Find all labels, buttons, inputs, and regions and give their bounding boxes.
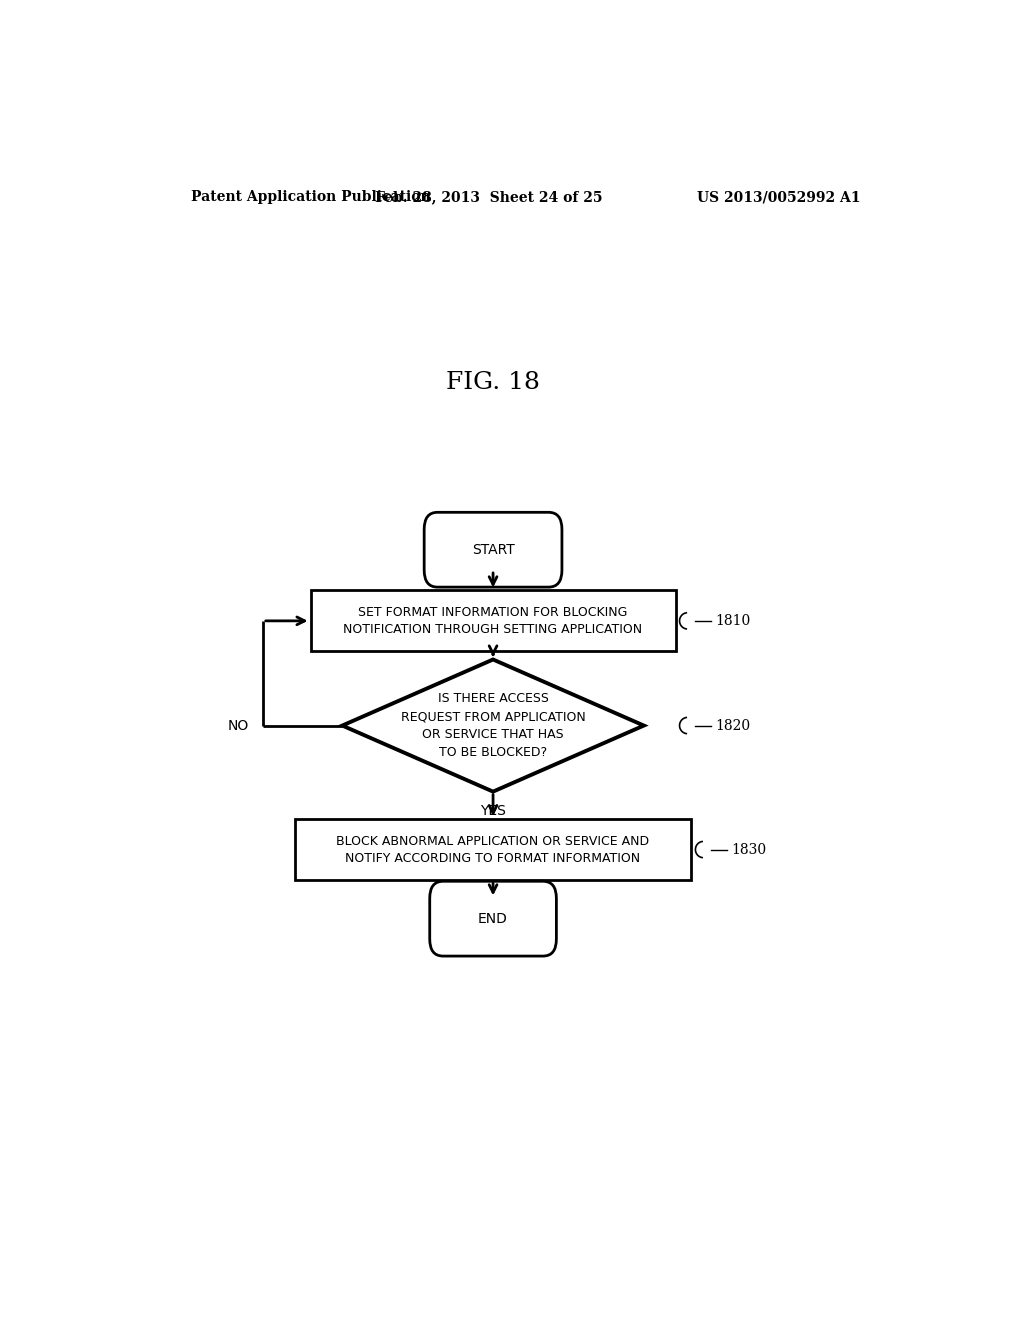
FancyBboxPatch shape xyxy=(424,512,562,587)
Bar xyxy=(310,590,676,651)
Text: BLOCK ABNORMAL APPLICATION OR SERVICE AND
NOTIFY ACCORDING TO FORMAT INFORMATION: BLOCK ABNORMAL APPLICATION OR SERVICE AN… xyxy=(337,834,649,865)
Text: US 2013/0052992 A1: US 2013/0052992 A1 xyxy=(697,190,860,205)
Bar xyxy=(295,818,691,880)
Text: Patent Application Publication: Patent Application Publication xyxy=(191,190,431,205)
Text: FIG. 18: FIG. 18 xyxy=(446,371,540,393)
Text: 1820: 1820 xyxy=(716,718,751,733)
FancyBboxPatch shape xyxy=(430,882,556,956)
Text: START: START xyxy=(472,543,514,557)
Text: IS THERE ACCESS
REQUEST FROM APPLICATION
OR SERVICE THAT HAS
TO BE BLOCKED?: IS THERE ACCESS REQUEST FROM APPLICATION… xyxy=(400,692,586,759)
Text: END: END xyxy=(478,912,508,925)
Text: SET FORMAT INFORMATION FOR BLOCKING
NOTIFICATION THROUGH SETTING APPLICATION: SET FORMAT INFORMATION FOR BLOCKING NOTI… xyxy=(343,606,643,636)
Text: Feb. 28, 2013  Sheet 24 of 25: Feb. 28, 2013 Sheet 24 of 25 xyxy=(376,190,603,205)
Text: NO: NO xyxy=(227,718,249,733)
Text: YES: YES xyxy=(480,804,506,818)
Polygon shape xyxy=(342,660,644,792)
Text: 1830: 1830 xyxy=(731,842,766,857)
Text: 1810: 1810 xyxy=(716,614,751,628)
